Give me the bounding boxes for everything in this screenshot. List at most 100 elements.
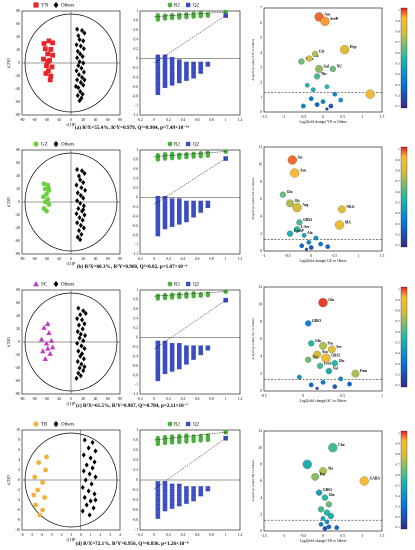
score-others-point — [78, 373, 83, 379]
score-others-point — [80, 53, 85, 60]
q2-permutation-point — [191, 350, 196, 353]
q2-permutation-point — [191, 352, 196, 356]
permutation-y-tick-label: -0.6 — [132, 508, 138, 512]
r2-permutation-point — [155, 13, 161, 18]
q2-permutation-point — [155, 73, 161, 77]
score-others-point — [81, 338, 86, 344]
q2-permutation-point — [155, 200, 161, 204]
q2-permutation-point — [169, 503, 175, 507]
volcano-y-tick-label: 4 — [260, 496, 262, 500]
q2-permutation-point — [169, 359, 175, 363]
score-others-point — [78, 331, 83, 337]
q2-permutation-point — [162, 224, 168, 227]
q2-permutation-point — [205, 347, 211, 351]
q2-permutation-point — [184, 359, 189, 363]
permutation-x-tick-label: 0.4 — [181, 118, 186, 122]
q2-permutation-point — [169, 343, 175, 346]
volcano-y-tick-label: 0 — [260, 110, 262, 114]
score-y-tick-label: 80 — [16, 288, 20, 292]
score-x-tick-label: -20 — [56, 118, 61, 122]
volcano-point-label: Ser — [330, 17, 336, 21]
score-others-point — [81, 207, 86, 213]
volcano-point-label: GBS2 — [303, 218, 312, 222]
score-y-tick-label: -60 — [15, 379, 20, 383]
q2-permutation-point — [176, 68, 182, 72]
volcano-point — [334, 220, 345, 230]
score-others-point — [78, 89, 83, 95]
permutation-x-tick-label: 1.2 — [238, 257, 243, 261]
q2-permutation-point — [205, 345, 211, 349]
permutation-x-tick-label: 0.2 — [166, 257, 171, 261]
q2-permutation-point — [198, 205, 204, 209]
score-others-point — [79, 361, 84, 367]
q2-permutation-point — [162, 198, 168, 201]
score-group-point — [41, 181, 47, 187]
volcano-point — [332, 91, 338, 97]
score-others-point — [86, 445, 91, 451]
score-group-point — [46, 330, 52, 336]
q2-permutation-point — [162, 203, 168, 206]
colorbar-tick-label: 1 — [398, 287, 400, 291]
permutation-y-tick-label: 0 — [136, 56, 138, 60]
volcano-point-label: Gal — [324, 64, 330, 68]
q2-permutation-point — [169, 56, 175, 60]
permutation-y-tick-label: 0.4 — [134, 458, 139, 462]
score-x-tick-label: -60 — [32, 397, 37, 401]
volcano-y-tick-label: 1 — [260, 95, 262, 99]
r2-regression-line — [154, 151, 226, 157]
volcano-point — [308, 382, 314, 388]
volcano-point-label: Fum — [360, 369, 367, 373]
score-others-point — [74, 375, 79, 381]
q2-permutation-point — [205, 200, 211, 204]
permutation-y-tick-label: 0.4 — [134, 317, 139, 321]
q2-permutation-point — [184, 66, 189, 70]
score-x-tick-label: 60 — [106, 397, 110, 401]
q2-permutation-point — [184, 200, 189, 204]
score-others-point — [83, 332, 88, 339]
q2-permutation-point — [176, 491, 182, 494]
volcano-point — [302, 459, 312, 469]
volcano-x-tick-label: -1 — [263, 254, 266, 258]
score-others-point — [80, 74, 85, 80]
r2-permutation-point — [184, 152, 189, 157]
legend-others-marker — [53, 280, 59, 288]
volcano-y-tick-label: 2 — [260, 513, 262, 517]
q2-permutation-point — [155, 354, 161, 358]
colorbar-tick-label: 0.2 — [396, 233, 401, 237]
colorbar-tick-label: 0.1 — [396, 104, 401, 108]
q2-permutation-point — [198, 352, 204, 356]
q2-permutation-point — [176, 78, 182, 81]
score-y-tick-label: 0 — [18, 340, 20, 344]
q2-permutation-point — [205, 488, 211, 492]
permutation-y-tick-label: 0.4 — [134, 38, 139, 42]
q2-permutation-point — [198, 207, 204, 211]
q2-permutation-point — [155, 219, 161, 223]
q2-permutation-point — [198, 68, 204, 72]
volcano-point — [340, 44, 350, 55]
score-group-point — [50, 52, 56, 58]
colorbar-tick-label: 0.7 — [396, 463, 401, 467]
q2-permutation-point — [184, 75, 189, 79]
score-others-point — [77, 59, 82, 65]
permutation-x-tick-label: 0.4 — [181, 533, 186, 537]
q2-permutation-point — [169, 82, 175, 86]
q2-permutation-point — [162, 347, 168, 351]
score-others-point — [74, 211, 79, 217]
q2-permutation-point — [176, 501, 182, 504]
score-group-point — [45, 345, 51, 351]
q2-permutation-point — [162, 491, 168, 494]
q2-permutation-point — [155, 343, 161, 346]
legend-r2-marker — [167, 2, 173, 8]
q2-permutation-point — [162, 85, 168, 88]
score-y-tick-label: -80 — [15, 113, 20, 117]
volcano-point-label: Gly — [319, 50, 325, 54]
score-x-tick-label: 20 — [81, 118, 85, 122]
legend-q2-marker — [186, 2, 191, 8]
q2-permutation-point — [162, 496, 168, 499]
q2-permutation-point — [176, 212, 182, 216]
score-others-point — [76, 348, 81, 354]
r2-permutation-point — [162, 293, 168, 298]
volcano-y-tick-label: 0 — [260, 389, 262, 393]
score-group-point — [41, 194, 46, 200]
q2-permutation-point — [162, 56, 168, 60]
